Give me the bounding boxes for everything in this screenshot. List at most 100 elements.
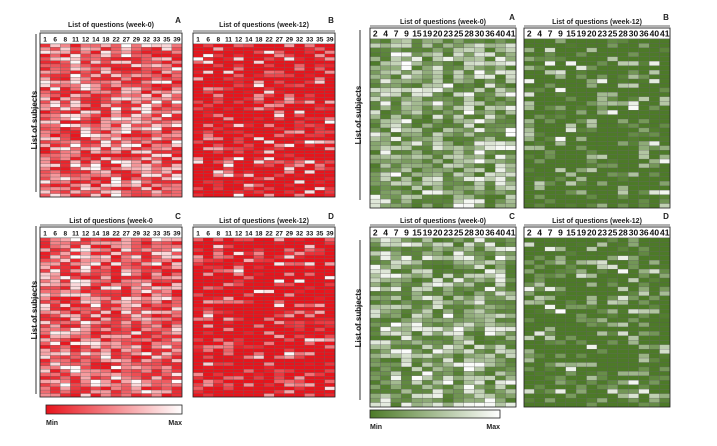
- heatmap-cell: [294, 117, 305, 121]
- heatmap-cell: [534, 326, 545, 332]
- heatmap-cell: [659, 295, 671, 301]
- heatmap-cell: [131, 237, 142, 242]
- heatmap-cell: [284, 166, 295, 171]
- heatmap-cell: [628, 344, 639, 350]
- heatmap-cell: [100, 293, 112, 297]
- heatmap-cell: [576, 309, 587, 314]
- heatmap-cell: [596, 371, 608, 376]
- heatmap-cell: [39, 150, 51, 154]
- heatmap-cell: [192, 120, 204, 124]
- heatmap-cell: [243, 255, 254, 259]
- heatmap-cell: [442, 335, 454, 341]
- heatmap-cell: [121, 324, 132, 328]
- heatmap-cell: [263, 156, 275, 161]
- heatmap-cell: [263, 251, 275, 256]
- heatmap-cell: [314, 173, 325, 178]
- heatmap-cell: [411, 118, 423, 124]
- heatmap-cell: [80, 90, 91, 95]
- heatmap-cell: [390, 65, 402, 71]
- heatmap-cell: [50, 386, 61, 391]
- heatmap-cell: [369, 65, 381, 71]
- heatmap-cell: [401, 56, 412, 62]
- heatmap-cell: [274, 345, 285, 349]
- heatmap-cell: [432, 145, 444, 151]
- heatmap-cell: [453, 172, 464, 177]
- heatmap-cell: [80, 156, 91, 161]
- heatmap-cell: [380, 397, 391, 403]
- heatmap-cell: [90, 348, 101, 353]
- heatmap-cell: [659, 380, 671, 385]
- heatmap-cell: [505, 375, 517, 381]
- heatmap-cell: [110, 103, 122, 108]
- heatmap-cell: [369, 380, 381, 385]
- heatmap-cell: [50, 117, 61, 121]
- heatmap-cell: [544, 118, 556, 124]
- heatmap-cell: [203, 351, 214, 356]
- heatmap-cell: [495, 335, 506, 341]
- heatmap-cell: [171, 90, 183, 95]
- heatmap-cell: [284, 183, 295, 188]
- heatmap-cell: [161, 376, 172, 380]
- heatmap-cell: [596, 255, 608, 261]
- heatmap-cell: [263, 258, 275, 263]
- heatmap-cell: [233, 133, 244, 138]
- heatmap-cell: [534, 397, 545, 403]
- heatmap-cell: [161, 327, 172, 332]
- heatmap-cell: [284, 50, 295, 55]
- heatmap-cell: [474, 105, 485, 111]
- heatmap-cell: [380, 47, 391, 53]
- heatmap-cell: [253, 137, 265, 141]
- heatmap-cell: [243, 140, 254, 144]
- column-tick-label: 28: [618, 29, 628, 39]
- heatmap-cell: [576, 132, 587, 137]
- heatmap-cell: [213, 163, 224, 168]
- heatmap-cell: [100, 369, 112, 373]
- column-tick-label: 9: [558, 228, 563, 238]
- heatmap-cell: [294, 176, 305, 181]
- heatmap-cell: [628, 96, 639, 102]
- heatmap-cell: [474, 114, 485, 120]
- heatmap-cell: [586, 402, 598, 408]
- heatmap-cell: [141, 160, 152, 164]
- heatmap-cell: [607, 127, 618, 133]
- heatmap-cell: [304, 117, 315, 121]
- heatmap-cell: [192, 67, 204, 71]
- heatmap-cell: [151, 265, 162, 270]
- heatmap-cell: [80, 376, 91, 380]
- heatmap-cell: [565, 380, 577, 385]
- heatmap-cell: [233, 300, 244, 304]
- heatmap-cell: [274, 150, 285, 154]
- heatmap-cell: [80, 180, 91, 184]
- heatmap-cell: [243, 186, 254, 191]
- heatmap-cell: [151, 150, 162, 154]
- heatmap-cell: [223, 258, 234, 263]
- heatmap-cell: [474, 181, 485, 186]
- heatmap-cell: [324, 107, 336, 111]
- heatmap-cell: [596, 242, 608, 248]
- heatmap-cell: [576, 269, 587, 274]
- heatmap-cell: [304, 193, 315, 198]
- heatmap-cell: [294, 170, 305, 174]
- heatmap-cell: [544, 282, 556, 288]
- heatmap-cell: [110, 389, 122, 394]
- heatmap-cell: [638, 246, 650, 252]
- heatmap-cell: [534, 132, 545, 137]
- heatmap-cell: [442, 273, 454, 279]
- heatmap-cell: [161, 300, 172, 304]
- heatmap-cell: [304, 262, 315, 266]
- heatmap-cell: [505, 357, 517, 363]
- heatmap-cell: [60, 127, 71, 131]
- heatmap-cell: [649, 389, 660, 394]
- heatmap-cell: [484, 181, 496, 186]
- heatmap-cell: [243, 365, 254, 370]
- heatmap-cell: [60, 355, 71, 360]
- heatmap-cell: [617, 198, 629, 204]
- heatmap-cell: [576, 402, 587, 408]
- heatmap-cell: [638, 344, 650, 350]
- heatmap-cell: [192, 369, 204, 373]
- heatmap-cell: [411, 304, 423, 310]
- column-tick-label: 2: [373, 29, 378, 39]
- heatmap-cell: [203, 163, 214, 168]
- heatmap-cell: [369, 87, 381, 93]
- heatmap-cell: [369, 92, 381, 97]
